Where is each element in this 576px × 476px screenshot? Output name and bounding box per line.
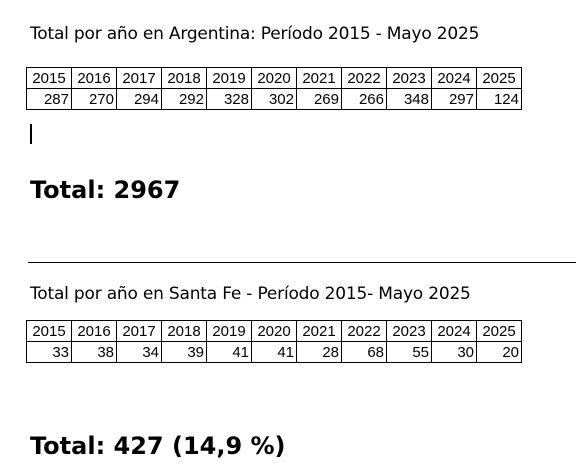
value-cell: 266 [341, 88, 387, 110]
value-cell: 55 [386, 341, 432, 363]
value-cell: 20 [476, 341, 522, 363]
value-cell: 28 [296, 341, 342, 363]
year-cell: 2022 [341, 67, 387, 89]
year-cell: 2023 [386, 67, 432, 89]
year-cell: 2024 [431, 320, 477, 342]
year-cell: 2015 [26, 320, 72, 342]
divider-line [28, 262, 576, 263]
year-cell: 2015 [26, 67, 72, 89]
year-cell: 2020 [251, 320, 297, 342]
year-cell: 2025 [476, 67, 522, 89]
argentina-table: 2015 2016 2017 2018 2019 2020 2021 2022 … [26, 67, 522, 110]
value-cell: 41 [206, 341, 252, 363]
value-cell: 348 [386, 88, 432, 110]
value-cell: 34 [116, 341, 162, 363]
value-cell: 41 [251, 341, 297, 363]
santa-fe-table: 2015 2016 2017 2018 2019 2020 2021 2022 … [26, 320, 522, 363]
value-cell: 292 [161, 88, 207, 110]
value-cell: 33 [26, 341, 72, 363]
year-cell: 2017 [116, 320, 162, 342]
value-cell: 302 [251, 88, 297, 110]
value-cell: 39 [161, 341, 207, 363]
value-cell: 269 [296, 88, 342, 110]
year-cell: 2018 [161, 67, 207, 89]
table-row-years: 2015 2016 2017 2018 2019 2020 2021 2022 … [26, 67, 522, 89]
value-cell: 30 [431, 341, 477, 363]
year-cell: 2021 [296, 67, 342, 89]
value-cell: 38 [71, 341, 117, 363]
year-cell: 2024 [431, 67, 477, 89]
argentina-heading: Total por año en Argentina: Período 2015… [30, 24, 480, 44]
argentina-total: Total: 2967 [30, 176, 181, 204]
year-cell: 2023 [386, 320, 432, 342]
value-cell: 297 [431, 88, 477, 110]
table-row-values: 33 38 34 39 41 41 28 68 55 30 20 [26, 341, 522, 363]
value-cell: 287 [26, 88, 72, 110]
year-cell: 2016 [71, 67, 117, 89]
year-cell: 2017 [116, 67, 162, 89]
year-cell: 2020 [251, 67, 297, 89]
year-cell: 2022 [341, 320, 387, 342]
santa-fe-heading: Total por año en Santa Fe - Período 2015… [30, 284, 471, 304]
year-cell: 2016 [71, 320, 117, 342]
value-cell: 124 [476, 88, 522, 110]
value-cell: 270 [71, 88, 117, 110]
table-row-values: 287 270 294 292 328 302 269 266 348 297 … [26, 88, 522, 110]
value-cell: 294 [116, 88, 162, 110]
year-cell: 2021 [296, 320, 342, 342]
year-cell: 2018 [161, 320, 207, 342]
year-cell: 2019 [206, 67, 252, 89]
santa-fe-total: Total: 427 (14,9 %) [30, 432, 286, 460]
text-cursor [30, 124, 32, 144]
year-cell: 2019 [206, 320, 252, 342]
value-cell: 328 [206, 88, 252, 110]
value-cell: 68 [341, 341, 387, 363]
year-cell: 2025 [476, 320, 522, 342]
table-row-years: 2015 2016 2017 2018 2019 2020 2021 2022 … [26, 320, 522, 342]
